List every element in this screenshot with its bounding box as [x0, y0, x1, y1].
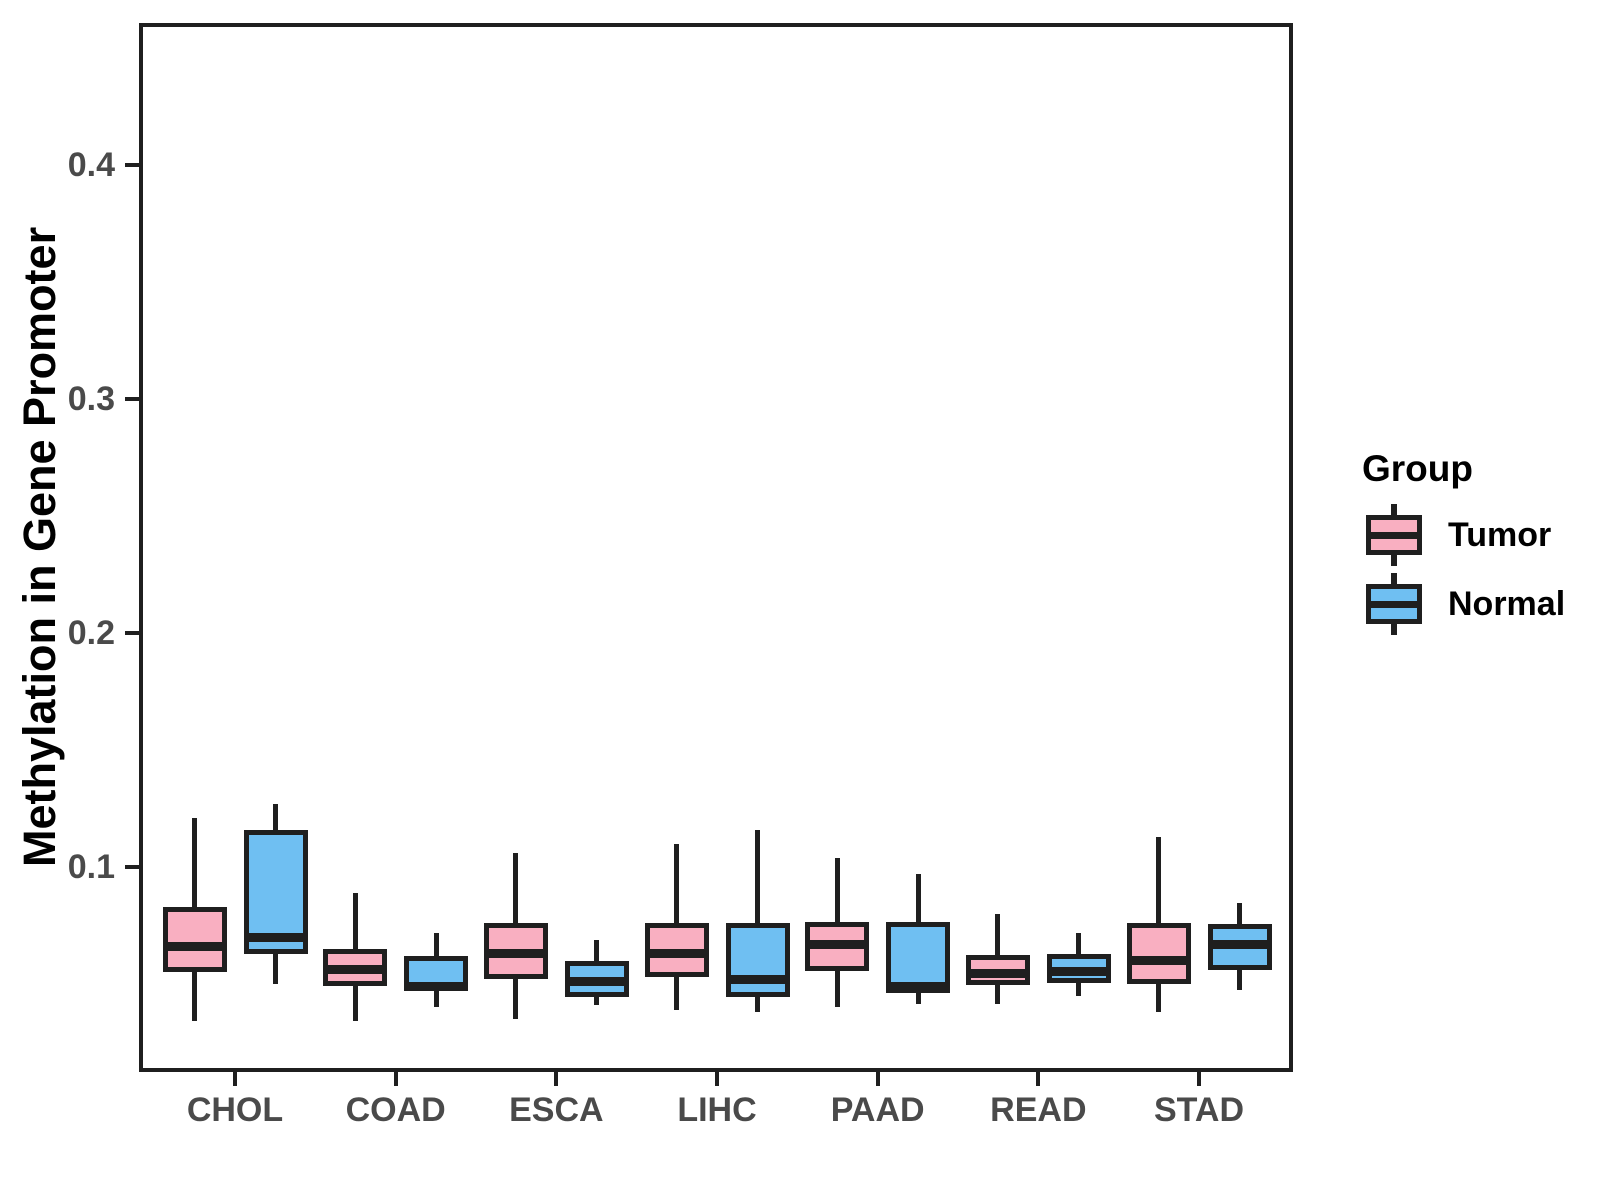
tumor-boxplot-key-icon — [1366, 504, 1422, 566]
x-tick-mark — [233, 1072, 237, 1086]
upper-whisker-normal-lihc — [755, 829, 760, 924]
median-normal-read — [1046, 966, 1111, 976]
upper-whisker-tumor-coad — [352, 892, 358, 949]
median-tumor-stad — [1126, 956, 1191, 966]
y-tick-label: 0.2 — [67, 614, 115, 652]
lower-whisker-tumor-paad — [834, 971, 840, 1008]
median-tumor-coad — [323, 965, 388, 975]
median-normal-esca — [564, 977, 629, 987]
x-tick-mark — [875, 1072, 880, 1086]
y-tick-label: 0.1 — [67, 848, 115, 886]
legend-entry-normal: Normal — [1366, 572, 1565, 636]
x-tick-label-stad: STAD — [1154, 1091, 1245, 1129]
legend-label-tumor: Tumor — [1448, 515, 1552, 554]
lower-whisker-normal-lihc — [755, 996, 760, 1013]
upper-whisker-normal-paad — [915, 874, 921, 922]
y-tick-label: 0.4 — [67, 146, 115, 184]
lower-whisker-normal-esca — [594, 996, 600, 1006]
lower-whisker-normal-read — [1076, 982, 1082, 996]
upper-whisker-normal-coad — [433, 932, 439, 956]
median-normal-stad — [1207, 940, 1272, 950]
y-tick-mark — [125, 397, 139, 401]
x-tick-label-esca: ESCA — [509, 1091, 604, 1129]
x-tick-label-read: READ — [990, 1091, 1087, 1129]
upper-whisker-normal-chol — [273, 803, 278, 830]
x-tick-mark — [393, 1072, 398, 1086]
median-normal-paad — [886, 981, 951, 991]
x-tick-label-lihc: LIHC — [677, 1091, 757, 1129]
x-tick-mark — [1036, 1072, 1041, 1086]
y-axis-title: Methylation in Gene Promoter — [14, 226, 65, 867]
lower-whisker-normal-paad — [915, 993, 921, 1004]
median-tumor-lihc — [644, 949, 709, 959]
lower-whisker-tumor-coad — [352, 986, 358, 1022]
x-tick-label-chol: CHOL — [186, 1091, 284, 1129]
median-normal-lihc — [725, 974, 790, 984]
plot-panel — [139, 23, 1293, 1072]
box-tumor-stad — [1126, 923, 1191, 984]
lower-whisker-tumor-read — [995, 985, 1001, 1004]
x-tick-mark — [554, 1072, 559, 1086]
median-tumor-paad — [805, 939, 870, 949]
upper-whisker-tumor-esca — [513, 852, 519, 924]
y-tick-label: 0.3 — [67, 380, 115, 418]
legend-title: Group — [1362, 448, 1473, 489]
median-tumor-esca — [483, 949, 548, 959]
upper-whisker-normal-esca — [594, 939, 600, 961]
box-normal-paad — [886, 921, 951, 994]
normal-boxplot-key-icon — [1366, 573, 1422, 635]
x-tick-label-coad: COAD — [345, 1091, 446, 1129]
y-tick-mark — [125, 865, 139, 869]
upper-whisker-tumor-paad — [834, 857, 840, 922]
x-tick-mark — [1197, 1072, 1202, 1086]
y-tick-mark — [125, 163, 139, 167]
median-tumor-read — [965, 968, 1030, 978]
x-tick-mark — [715, 1072, 719, 1086]
lower-whisker-tumor-lihc — [674, 976, 679, 1010]
lower-whisker-normal-chol — [273, 953, 278, 984]
lower-whisker-tumor-esca — [513, 979, 519, 1020]
x-tick-label-paad: PAAD — [830, 1091, 925, 1129]
upper-whisker-tumor-lihc — [674, 843, 679, 924]
lower-whisker-tumor-stad — [1156, 984, 1162, 1013]
upper-whisker-tumor-stad — [1156, 836, 1162, 924]
legend-label-normal: Normal — [1448, 584, 1566, 623]
median-normal-coad — [404, 981, 469, 991]
lower-whisker-normal-stad — [1237, 969, 1243, 991]
upper-whisker-normal-stad — [1237, 903, 1243, 925]
median-tumor-chol — [162, 942, 227, 952]
upper-whisker-normal-read — [1076, 932, 1082, 954]
lower-whisker-normal-coad — [433, 991, 439, 1008]
legend-entry-tumor: Tumor — [1366, 503, 1551, 567]
box-tumor-chol — [162, 906, 227, 973]
median-normal-chol — [243, 932, 308, 942]
upper-whisker-tumor-read — [995, 913, 1001, 955]
upper-whisker-tumor-chol — [192, 817, 197, 907]
y-tick-mark — [125, 631, 139, 635]
lower-whisker-tumor-chol — [192, 972, 197, 1022]
box-normal-lihc — [725, 923, 790, 997]
